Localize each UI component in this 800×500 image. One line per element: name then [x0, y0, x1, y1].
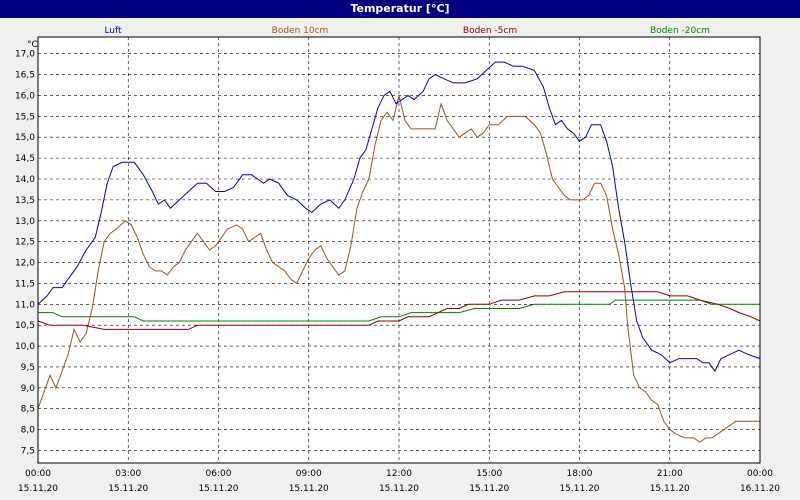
plot-frame	[37, 36, 761, 464]
y-tick-label: 11,5	[15, 279, 35, 289]
series-layer	[37, 61, 761, 443]
legend-item: Boden -20cm	[650, 26, 710, 36]
y-tick-label: 13,5	[15, 196, 35, 206]
y-tick-label: 15,0	[15, 133, 35, 143]
x-tick-time-label: 12:00	[386, 469, 412, 479]
y-tick-label: 10,0	[15, 342, 35, 352]
series-line-luft	[37, 61, 761, 373]
x-tick-date-label: 15.11.20	[289, 484, 329, 494]
y-tick-label: 8,0	[21, 426, 36, 436]
series-line-boden-5cm	[37, 291, 761, 330]
x-tick-time-label: 00:00	[25, 469, 51, 479]
y-tick-label: 9,0	[21, 384, 36, 394]
x-tick-labels: 00:00 15.11.20 03:00 15.11.20 06:00 15.11.20 0…	[18, 469, 780, 494]
x-tick-time-label: 00:00	[747, 469, 773, 479]
x-tick-time-label: 06:00	[206, 469, 232, 479]
x-tick-date-label: 15.11.20	[559, 484, 599, 494]
y-tick-label: 15,5	[15, 112, 35, 122]
y-tick-label: 7,5	[21, 446, 35, 456]
y-tick-labels: 7,5 8,0 8,5 9,0 9,5 10,0 10,5 11,0 11,5 12,0 12,5 1…	[15, 50, 35, 457]
legend-item: Boden -5cm	[463, 26, 517, 36]
x-tick-time-label: 03:00	[115, 469, 141, 479]
x-tick-time-label: 18:00	[567, 469, 593, 479]
x-tick-date-label: 15.11.20	[198, 484, 238, 494]
y-tick-label: 16,5	[15, 71, 35, 81]
y-tick-label: 8,5	[21, 405, 35, 415]
x-tick-date-label: 15.11.20	[469, 484, 509, 494]
y-tick-label: 12,0	[15, 259, 35, 269]
x-tick-time-label: 15:00	[476, 469, 502, 479]
x-tick-date-label: 16.11.20	[740, 484, 780, 494]
y-tick-label: 11,0	[15, 300, 35, 310]
y-tick-label: 10,5	[15, 321, 35, 331]
x-tick-date-label: 15.11.20	[108, 484, 148, 494]
x-tick-time-label: 09:00	[296, 469, 322, 479]
y-tick-label: 14,5	[15, 154, 35, 164]
y-tick-label: 9,5	[21, 363, 35, 373]
y-tick-label: 12,5	[15, 238, 35, 248]
grid-layer	[38, 37, 760, 463]
legend-item: Luft	[104, 26, 122, 36]
series-line-boden-20cm	[38, 299, 760, 322]
legend-item: Boden 10cm	[272, 26, 329, 36]
y-tick-label: 16,0	[15, 91, 35, 101]
legend: Luft Boden 10cm Boden -5cm Boden -20cm	[104, 26, 710, 36]
y-axis-unit: °C	[27, 40, 38, 50]
x-tick-time-label: 21:00	[657, 469, 683, 479]
series-line-boden-10cm	[37, 95, 760, 443]
x-tick-date-label: 15.11.20	[379, 484, 419, 494]
y-tick-label: 14,0	[15, 175, 35, 185]
y-tick-label: 17,0	[15, 50, 35, 60]
chart-title: Temperatur [°C]	[0, 0, 800, 18]
x-tick-date-label: 15.11.20	[18, 484, 58, 494]
x-tick-date-label: 15.11.20	[650, 484, 690, 494]
y-tick-label: 13,0	[15, 217, 35, 227]
